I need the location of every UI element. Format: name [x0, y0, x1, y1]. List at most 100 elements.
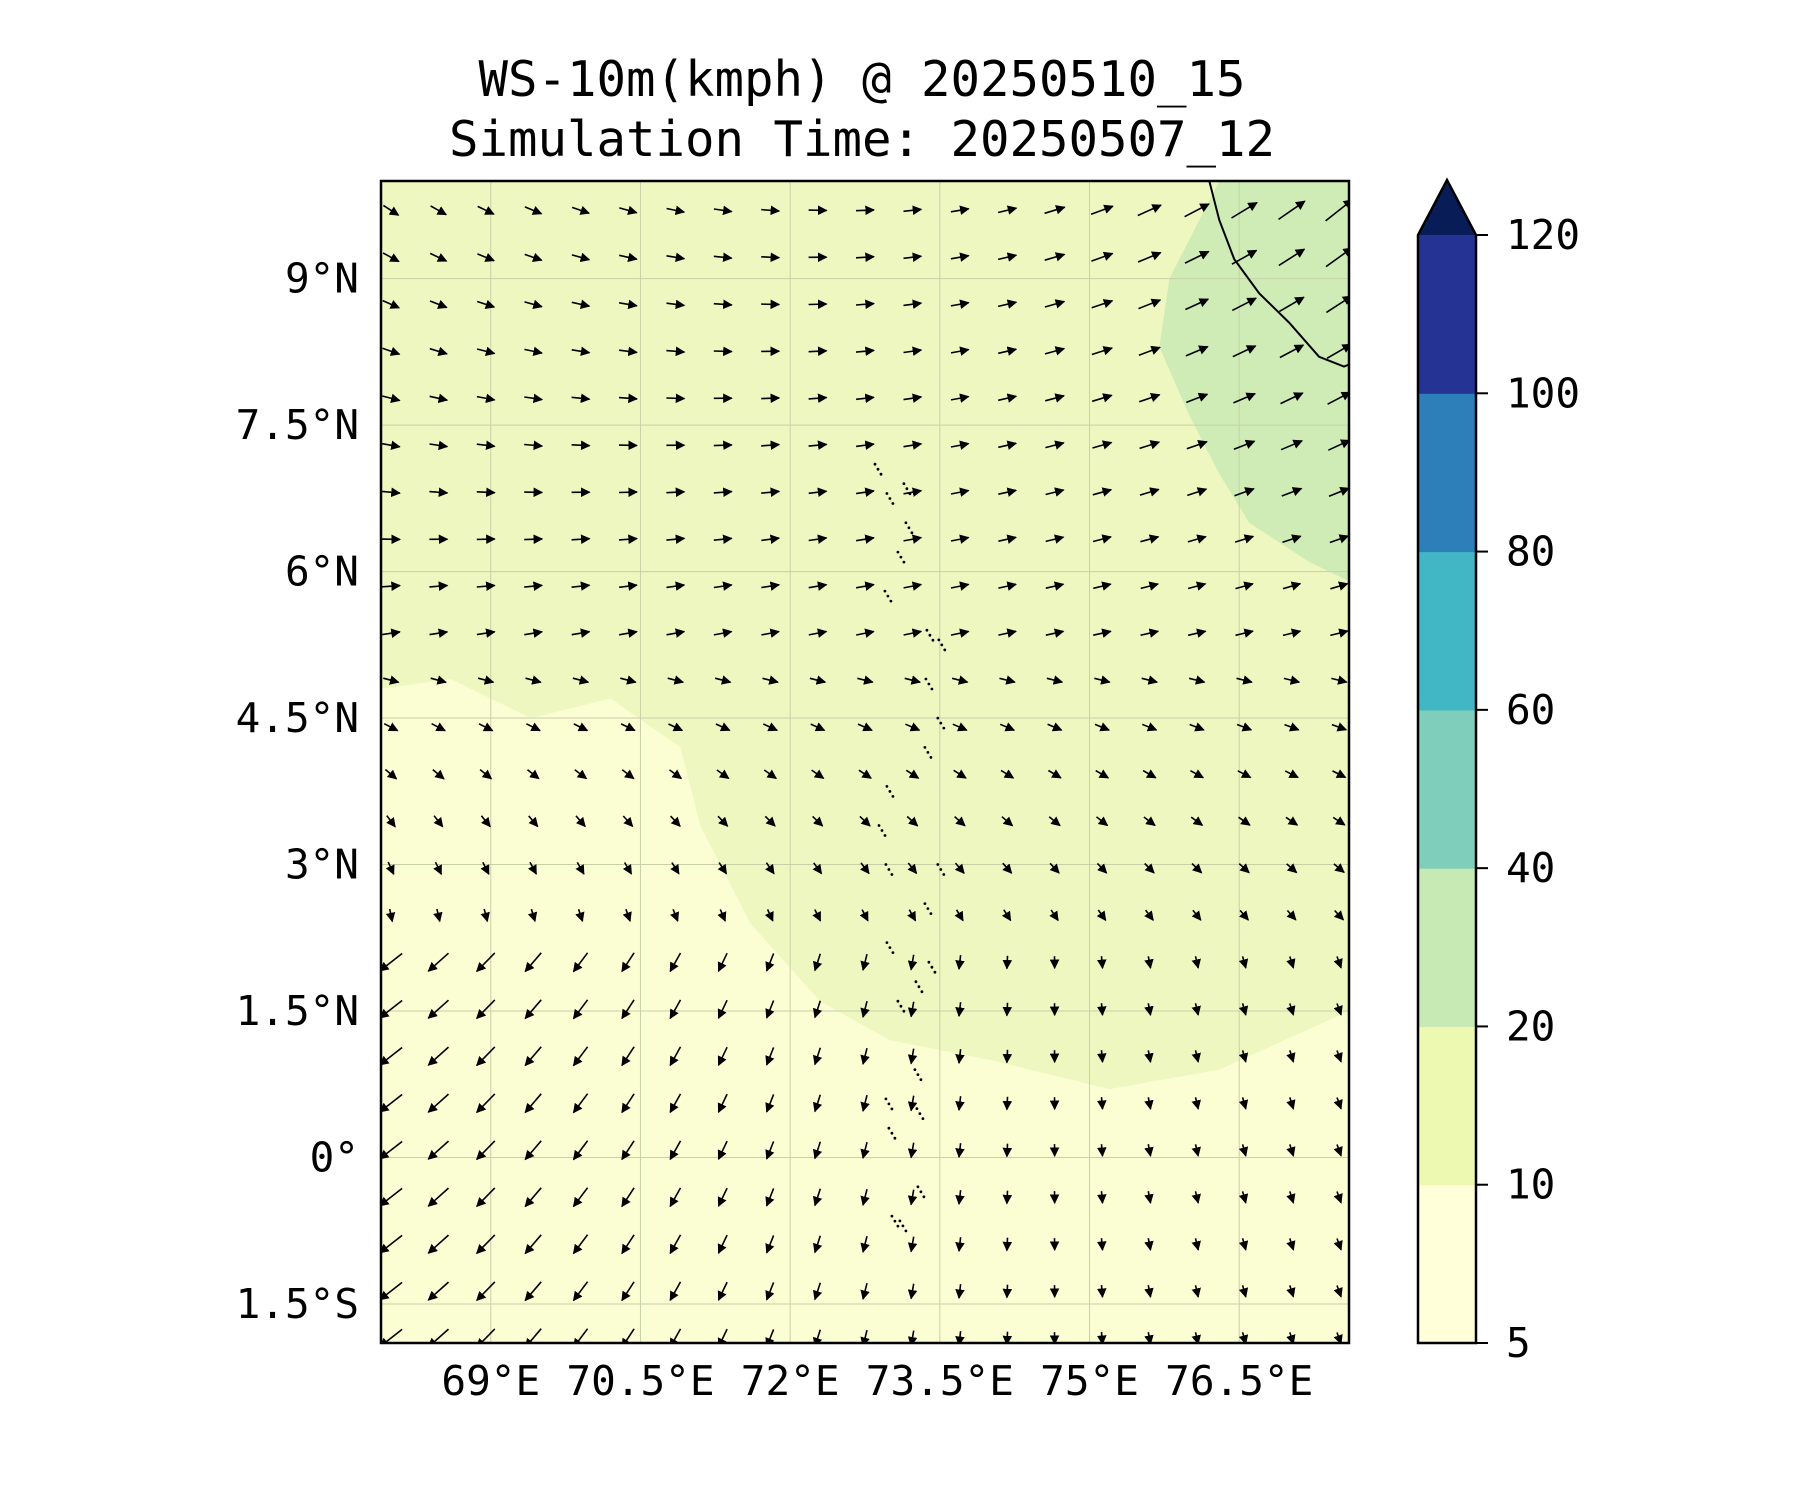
wind-vector-arrow	[1191, 1050, 1201, 1063]
wind-vector-arrow	[1094, 675, 1111, 685]
wind-vector-arrow	[571, 628, 591, 638]
wind-vector-arrow	[1191, 1144, 1201, 1157]
atoll-dot	[902, 482, 906, 486]
atoll-dot	[925, 628, 929, 632]
wind-vector-arrow	[713, 487, 733, 498]
wind-vector-arrow	[1138, 345, 1161, 356]
wind-vector-arrow	[950, 205, 970, 215]
atoll-dot	[928, 633, 932, 637]
wind-vector-arrow	[717, 1328, 728, 1343]
atoll-dot	[883, 589, 887, 593]
atoll-dot	[884, 1097, 888, 1101]
wind-vector-arrow	[907, 909, 917, 922]
wind-vector-arrow	[666, 628, 686, 638]
wind-vector-arrow	[621, 1140, 635, 1161]
wind-vector-arrow	[1142, 722, 1158, 732]
wind-vector-arrow	[429, 581, 449, 591]
wind-vector-arrow	[621, 1328, 635, 1343]
wind-vector-arrow	[524, 581, 544, 591]
atoll-dot	[873, 462, 877, 466]
wind-vector-arrow	[955, 1049, 965, 1065]
colorbar-tick-label: 40	[1506, 844, 1555, 892]
wind-vector-arrow	[808, 393, 828, 404]
wind-vector-arrow	[812, 1235, 823, 1254]
wind-vector-arrow	[1096, 1144, 1107, 1158]
wind-vector-arrow	[1091, 346, 1114, 356]
wind-vector-arrow	[811, 769, 825, 779]
wind-vector-arrow	[907, 1048, 918, 1065]
wind-vector-arrow	[1188, 675, 1206, 685]
lon-tick-label: 72°E	[741, 1357, 840, 1405]
lat-tick-label: 7.5°N	[236, 401, 359, 449]
wind-vector-arrow	[1049, 909, 1059, 922]
wind-vector-arrow	[855, 581, 875, 591]
wind-vector-arrow	[1144, 862, 1155, 874]
wind-vector-arrow	[1283, 675, 1301, 685]
map-plot-area[interactable]	[379, 179, 1353, 1348]
wind-vector-arrow	[1093, 581, 1112, 591]
wind-vector-arrow	[666, 299, 686, 310]
wind-vector-arrow	[476, 628, 496, 638]
wind-vector-arrow	[713, 581, 733, 591]
atoll-dot	[890, 873, 894, 876]
wind-vector-arrow	[717, 862, 728, 875]
wind-vector-arrow	[382, 393, 401, 403]
wind-vector-arrow	[1284, 722, 1300, 732]
wind-vector-arrow	[524, 440, 544, 451]
wind-vector-arrow	[618, 534, 638, 545]
wind-vector-arrow	[860, 1189, 870, 1207]
wind-vector-arrow	[764, 909, 774, 922]
wind-vector-arrow	[575, 815, 586, 828]
colorbar-tick-label: 120	[1506, 211, 1580, 259]
wind-vector-arrow	[907, 1330, 918, 1343]
wind-vector-arrow	[1002, 955, 1013, 970]
colorbar-band	[1418, 868, 1476, 1027]
wind-vector-arrow	[717, 999, 728, 1020]
wind-vector-arrow	[860, 1283, 870, 1301]
wind-vector-arrow	[998, 628, 1017, 638]
atoll-dot	[879, 472, 883, 476]
wind-vector-arrow	[1140, 628, 1160, 638]
wind-vector-arrow	[812, 1141, 823, 1160]
wind-vector-arrow	[812, 1282, 823, 1301]
wind-vector-arrow	[1189, 722, 1205, 732]
wind-vector-arrow	[810, 722, 826, 732]
map-gridlines	[381, 181, 1349, 1343]
wind-vector-arrow	[571, 581, 591, 591]
wind-vector-arrow	[669, 952, 682, 973]
colorbar-outline	[1416, 177, 1478, 1345]
longitude-tick-labels: 69°E 70.5°E 72°E 73.5°E 75°E 76.5°E	[441, 1357, 1313, 1405]
wind-vector-arrow	[1140, 534, 1160, 544]
wind-vector-arrow	[478, 722, 494, 732]
wind-vector-arrow	[669, 1046, 682, 1067]
wind-vector-arrow	[573, 722, 589, 732]
wind-vector-arrow	[1002, 1096, 1013, 1111]
wind-vector-arrow	[716, 769, 730, 780]
wind-vector-arrow	[669, 769, 683, 780]
wind-vector-arrow	[812, 862, 823, 875]
wind-vector-arrow	[950, 299, 970, 309]
atoll-dot	[930, 687, 934, 691]
wind-vector-arrow	[860, 1048, 870, 1066]
wind-vector-arrow	[669, 1328, 682, 1343]
atoll-dot	[896, 550, 900, 554]
wind-vector-arrow	[572, 1046, 589, 1067]
atoll-dot	[887, 868, 891, 871]
wind-vector-arrow	[1096, 1285, 1107, 1299]
wind-vector-arrow	[429, 440, 449, 451]
atoll-dot	[923, 746, 927, 749]
india-coastline	[1208, 181, 1349, 368]
wind-vector-arrow	[905, 769, 920, 779]
wind-vector-arrow	[1331, 722, 1348, 732]
atoll-dot	[890, 1214, 894, 1218]
wind-vector-arrow	[480, 908, 490, 923]
wind-vector-arrow	[1091, 299, 1114, 309]
colorbar-band	[1418, 551, 1476, 711]
wind-vector-arrow	[903, 628, 923, 638]
wind-vector-arrow	[717, 1046, 728, 1067]
atoll-dot	[927, 960, 931, 964]
wind-vector-arrow	[761, 628, 780, 638]
wind-vector-arrow	[1286, 909, 1297, 921]
wind-vector-arrow	[951, 675, 969, 685]
atoll-dot	[931, 638, 935, 642]
